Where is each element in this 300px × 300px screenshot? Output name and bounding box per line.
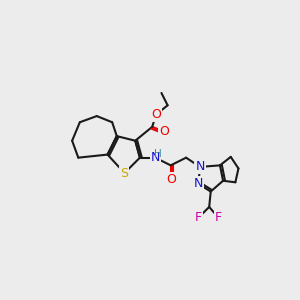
Text: N: N xyxy=(195,160,205,173)
Text: H: H xyxy=(154,149,162,159)
Text: S: S xyxy=(121,167,128,180)
Text: O: O xyxy=(159,125,169,138)
Text: F: F xyxy=(215,211,222,224)
Text: N: N xyxy=(194,177,203,190)
Text: O: O xyxy=(151,108,161,121)
Text: F: F xyxy=(195,211,202,224)
Text: O: O xyxy=(166,173,175,186)
Text: N: N xyxy=(151,151,160,164)
